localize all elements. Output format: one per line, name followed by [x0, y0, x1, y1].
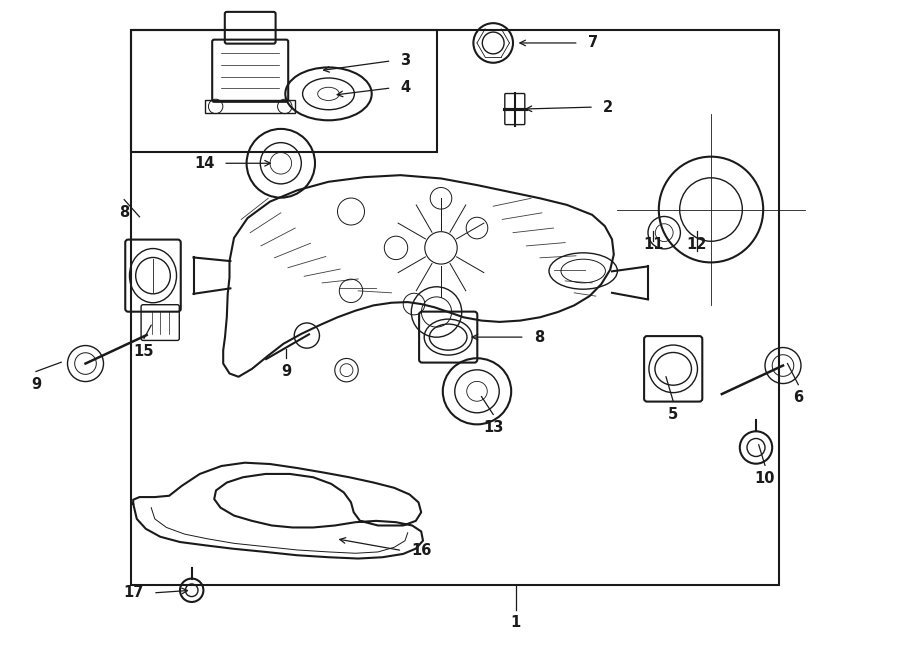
Text: 9: 9	[31, 377, 41, 392]
Bar	[205, 100, 295, 113]
Text: 8: 8	[119, 205, 130, 220]
Bar	[130, 30, 778, 585]
Text: 2: 2	[603, 100, 613, 114]
Text: 13: 13	[483, 420, 503, 435]
Text: 7: 7	[588, 36, 598, 50]
Bar	[130, 30, 436, 152]
Text: 16: 16	[411, 543, 432, 558]
Text: 1: 1	[510, 615, 521, 631]
Text: 10: 10	[755, 471, 775, 486]
Text: 3: 3	[400, 54, 410, 68]
Text: 4: 4	[400, 81, 410, 95]
Text: 15: 15	[134, 344, 154, 359]
Text: 9: 9	[281, 364, 292, 379]
Text: 12: 12	[687, 237, 707, 252]
Text: 8: 8	[534, 330, 544, 344]
Text: 11: 11	[644, 237, 663, 252]
Text: 5: 5	[668, 407, 679, 422]
Text: 14: 14	[194, 156, 214, 171]
Text: 6: 6	[793, 390, 804, 405]
Text: 17: 17	[123, 586, 144, 600]
